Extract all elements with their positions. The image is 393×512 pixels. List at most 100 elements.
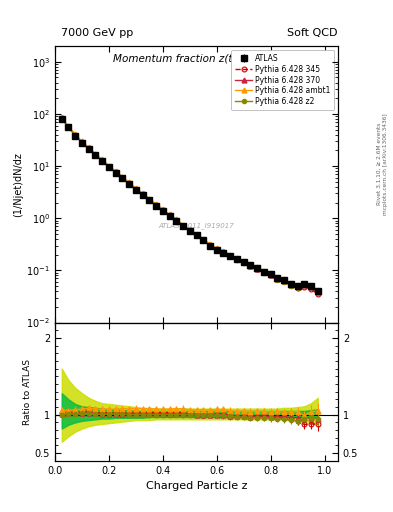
Pythia 6.428 ambt1 — [167, 211, 172, 218]
Pythia 6.428 370 — [261, 269, 266, 275]
X-axis label: Charged Particle z: Charged Particle z — [146, 481, 247, 491]
Pythia 6.428 z2 — [80, 139, 84, 145]
Pythia 6.428 345 — [282, 278, 286, 284]
Pythia 6.428 345 — [194, 232, 199, 238]
Pythia 6.428 z2 — [107, 164, 111, 170]
Pythia 6.428 345 — [288, 282, 293, 288]
Pythia 6.428 z2 — [241, 260, 246, 266]
Pythia 6.428 345 — [309, 286, 313, 292]
Pythia 6.428 z2 — [66, 124, 71, 131]
Pythia 6.428 345 — [275, 276, 280, 282]
Pythia 6.428 ambt1 — [228, 251, 233, 258]
Pythia 6.428 345 — [86, 145, 91, 152]
Pythia 6.428 345 — [221, 249, 226, 255]
Pythia 6.428 370 — [73, 132, 77, 138]
Pythia 6.428 345 — [93, 152, 98, 158]
Pythia 6.428 ambt1 — [59, 115, 64, 121]
Pythia 6.428 ambt1 — [275, 274, 280, 281]
Line: Pythia 6.428 370: Pythia 6.428 370 — [59, 116, 320, 295]
Pythia 6.428 345 — [113, 169, 118, 175]
Text: Momentum fraction z(track jets): Momentum fraction z(track jets) — [112, 54, 281, 65]
Pythia 6.428 z2 — [86, 146, 91, 152]
Pythia 6.428 370 — [167, 213, 172, 219]
Pythia 6.428 ambt1 — [80, 138, 84, 144]
Pythia 6.428 z2 — [194, 232, 199, 239]
Y-axis label: Ratio to ATLAS: Ratio to ATLAS — [23, 359, 32, 424]
Pythia 6.428 370 — [275, 276, 280, 282]
Pythia 6.428 z2 — [221, 250, 226, 256]
Pythia 6.428 ambt1 — [221, 248, 226, 254]
Pythia 6.428 370 — [302, 282, 307, 288]
Pythia 6.428 345 — [261, 269, 266, 275]
Pythia 6.428 z2 — [235, 257, 239, 263]
Pythia 6.428 ambt1 — [235, 255, 239, 261]
Pythia 6.428 370 — [295, 284, 300, 290]
Text: Rivet 3.1.10, ≥ 2.6M events: Rivet 3.1.10, ≥ 2.6M events — [376, 123, 381, 205]
Pythia 6.428 345 — [228, 253, 233, 259]
Pythia 6.428 370 — [187, 227, 192, 233]
Pythia 6.428 345 — [140, 191, 145, 197]
Pythia 6.428 345 — [181, 223, 185, 229]
Pythia 6.428 345 — [160, 207, 165, 213]
Pythia 6.428 370 — [127, 181, 132, 187]
Pythia 6.428 z2 — [160, 207, 165, 214]
Pythia 6.428 z2 — [261, 269, 266, 275]
Pythia 6.428 ambt1 — [201, 236, 206, 242]
Pythia 6.428 370 — [66, 124, 71, 130]
Pythia 6.428 ambt1 — [181, 222, 185, 228]
Y-axis label: (1/Njet)dN/dz: (1/Njet)dN/dz — [13, 152, 24, 217]
Pythia 6.428 z2 — [113, 169, 118, 176]
Pythia 6.428 345 — [73, 132, 77, 138]
Pythia 6.428 z2 — [154, 203, 158, 209]
Pythia 6.428 z2 — [309, 284, 313, 290]
Pythia 6.428 345 — [201, 237, 206, 243]
Pythia 6.428 345 — [208, 242, 212, 248]
Pythia 6.428 345 — [295, 285, 300, 291]
Pythia 6.428 345 — [59, 115, 64, 121]
Pythia 6.428 345 — [80, 139, 84, 145]
Pythia 6.428 ambt1 — [160, 206, 165, 212]
Pythia 6.428 z2 — [73, 133, 77, 139]
Pythia 6.428 z2 — [282, 279, 286, 285]
Pythia 6.428 370 — [288, 282, 293, 288]
Pythia 6.428 370 — [268, 271, 273, 278]
Pythia 6.428 z2 — [140, 192, 145, 198]
Pythia 6.428 345 — [268, 271, 273, 278]
Pythia 6.428 345 — [248, 263, 253, 269]
Pythia 6.428 345 — [214, 246, 219, 252]
Pythia 6.428 370 — [86, 145, 91, 152]
Pythia 6.428 z2 — [316, 289, 320, 295]
Line: Pythia 6.428 z2: Pythia 6.428 z2 — [60, 117, 320, 294]
Pythia 6.428 370 — [147, 197, 152, 203]
Pythia 6.428 z2 — [208, 243, 212, 249]
Pythia 6.428 ambt1 — [154, 201, 158, 207]
Pythia 6.428 370 — [134, 186, 138, 193]
Line: Pythia 6.428 345: Pythia 6.428 345 — [59, 116, 320, 296]
Pythia 6.428 345 — [241, 259, 246, 265]
Pythia 6.428 ambt1 — [309, 282, 313, 288]
Pythia 6.428 345 — [127, 180, 132, 186]
Pythia 6.428 z2 — [268, 272, 273, 278]
Pythia 6.428 345 — [66, 124, 71, 130]
Pythia 6.428 345 — [316, 291, 320, 297]
Pythia 6.428 345 — [187, 227, 192, 233]
Pythia 6.428 ambt1 — [194, 231, 199, 237]
Pythia 6.428 ambt1 — [187, 226, 192, 232]
Pythia 6.428 ambt1 — [241, 258, 246, 264]
Pythia 6.428 345 — [174, 217, 179, 223]
Pythia 6.428 z2 — [214, 247, 219, 253]
Text: 7000 GeV pp: 7000 GeV pp — [61, 28, 133, 38]
Pythia 6.428 ambt1 — [214, 245, 219, 251]
Pythia 6.428 z2 — [275, 277, 280, 283]
Pythia 6.428 370 — [181, 223, 185, 229]
Pythia 6.428 370 — [248, 263, 253, 269]
Pythia 6.428 ambt1 — [147, 196, 152, 202]
Pythia 6.428 370 — [316, 289, 320, 295]
Pythia 6.428 z2 — [120, 175, 125, 181]
Pythia 6.428 ambt1 — [86, 144, 91, 151]
Pythia 6.428 z2 — [201, 237, 206, 243]
Pythia 6.428 370 — [107, 164, 111, 170]
Pythia 6.428 345 — [154, 202, 158, 208]
Pythia 6.428 ambt1 — [255, 264, 259, 270]
Text: mcplots.cern.ch [arXiv:1306.3436]: mcplots.cern.ch [arXiv:1306.3436] — [383, 113, 387, 215]
